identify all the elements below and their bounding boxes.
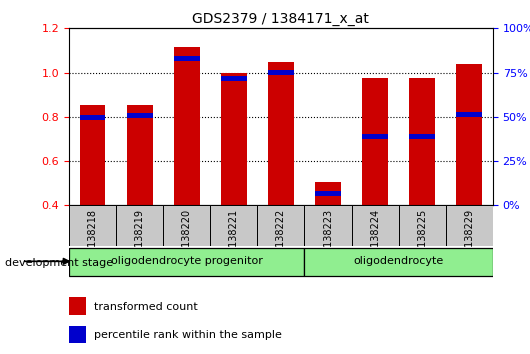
Text: GSM138218: GSM138218 — [87, 209, 98, 268]
Bar — [268, 70, 294, 75]
Bar — [456, 64, 482, 205]
Bar — [315, 191, 341, 195]
Bar — [174, 47, 200, 205]
FancyBboxPatch shape — [446, 205, 493, 246]
Bar — [362, 78, 388, 205]
FancyBboxPatch shape — [304, 248, 493, 276]
FancyBboxPatch shape — [351, 205, 399, 246]
Text: oligodendrocyte progenitor: oligodendrocyte progenitor — [111, 256, 263, 266]
Bar — [362, 134, 388, 139]
Title: GDS2379 / 1384171_x_at: GDS2379 / 1384171_x_at — [192, 12, 369, 26]
FancyBboxPatch shape — [210, 205, 258, 246]
FancyBboxPatch shape — [69, 248, 304, 276]
Bar — [127, 113, 153, 118]
Bar — [409, 78, 435, 205]
FancyBboxPatch shape — [304, 205, 351, 246]
Text: GSM138224: GSM138224 — [370, 209, 380, 268]
FancyBboxPatch shape — [163, 205, 210, 246]
Text: GSM138225: GSM138225 — [417, 209, 427, 268]
Bar — [80, 105, 105, 205]
Bar — [268, 62, 294, 205]
FancyBboxPatch shape — [258, 205, 304, 246]
Bar — [69, 326, 86, 343]
Text: percentile rank within the sample: percentile rank within the sample — [94, 330, 282, 340]
Text: development stage: development stage — [5, 258, 113, 268]
Text: transformed count: transformed count — [94, 302, 198, 312]
Bar — [221, 76, 247, 81]
FancyBboxPatch shape — [69, 205, 116, 246]
Bar — [456, 112, 482, 117]
Bar — [69, 297, 86, 315]
Bar — [315, 182, 341, 205]
FancyBboxPatch shape — [116, 205, 163, 246]
Text: GSM138222: GSM138222 — [276, 209, 286, 268]
Bar — [221, 73, 247, 205]
Text: GSM138221: GSM138221 — [229, 209, 239, 268]
Text: GSM138229: GSM138229 — [464, 209, 474, 268]
Bar — [409, 134, 435, 139]
Text: GSM138223: GSM138223 — [323, 209, 333, 268]
Bar — [80, 115, 105, 120]
Text: GSM138220: GSM138220 — [182, 209, 192, 268]
FancyBboxPatch shape — [399, 205, 446, 246]
Bar — [127, 105, 153, 205]
Text: GSM138219: GSM138219 — [135, 209, 145, 268]
Text: oligodendrocyte: oligodendrocyte — [354, 256, 444, 266]
Bar — [174, 56, 200, 61]
